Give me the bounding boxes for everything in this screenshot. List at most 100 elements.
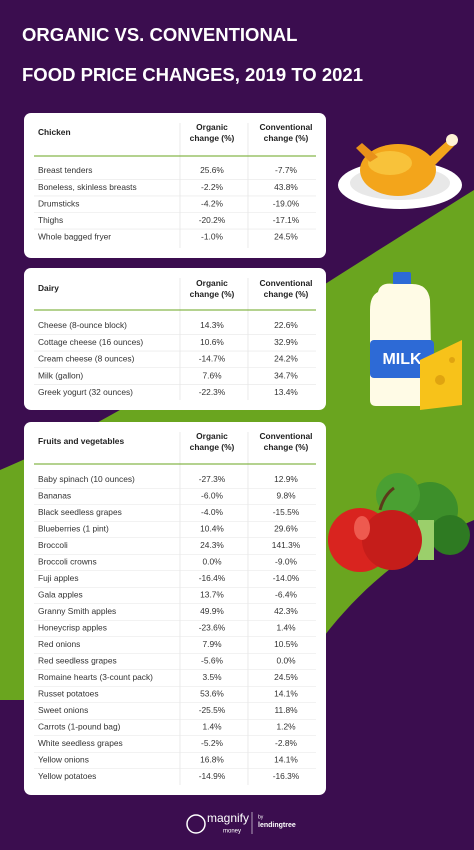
produce-illustration bbox=[328, 473, 470, 572]
organic-change: 3.5% bbox=[202, 672, 222, 682]
table-title: Dairy bbox=[38, 283, 59, 293]
conventional-change: -2.8% bbox=[275, 738, 297, 748]
row-label: Milk (gallon) bbox=[38, 370, 83, 380]
conventional-change: 141.3% bbox=[272, 540, 301, 550]
organic-change: -14.7% bbox=[199, 354, 226, 364]
column-header: change (%) bbox=[190, 442, 235, 452]
table-title: Chicken bbox=[38, 127, 71, 137]
conventional-change: -17.1% bbox=[273, 215, 300, 225]
title-line: FOOD PRICE CHANGES, 2019 TO 2021 bbox=[22, 64, 363, 85]
column-header: Conventional bbox=[259, 431, 312, 441]
brand-name: magnify bbox=[207, 811, 249, 825]
row-label: Honeycrisp apples bbox=[38, 623, 107, 633]
conventional-change: 34.7% bbox=[274, 370, 298, 380]
conventional-change: 1.2% bbox=[276, 722, 296, 732]
row-label: Russet potatoes bbox=[38, 689, 99, 699]
column-header: Organic bbox=[196, 278, 228, 288]
partner-name: lendingtree bbox=[258, 822, 296, 829]
organic-change: -4.2% bbox=[201, 198, 223, 208]
organic-change: 49.9% bbox=[200, 606, 224, 616]
organic-change: -5.6% bbox=[201, 656, 223, 666]
column-header: change (%) bbox=[264, 442, 309, 452]
column-header: Organic bbox=[196, 122, 228, 132]
conventional-change: 0.0% bbox=[276, 656, 296, 666]
row-label: Broccoli crowns bbox=[38, 557, 97, 567]
row-label: Red seedless grapes bbox=[38, 656, 117, 666]
row-label: Gala apples bbox=[38, 590, 83, 600]
organic-change: 25.6% bbox=[200, 165, 224, 175]
conventional-change: 32.9% bbox=[274, 337, 298, 347]
organic-change: 10.4% bbox=[200, 524, 224, 534]
row-label: Boneless, skinless breasts bbox=[38, 182, 137, 192]
conventional-change: -19.0% bbox=[273, 198, 300, 208]
organic-change: 0.0% bbox=[202, 557, 222, 567]
column-header: Conventional bbox=[259, 122, 312, 132]
footer-logo: magnify money by lendingtree bbox=[186, 811, 296, 835]
conventional-change: 29.6% bbox=[274, 524, 298, 534]
organic-change: -4.0% bbox=[201, 507, 223, 517]
conventional-change: -15.5% bbox=[273, 507, 300, 517]
column-header: change (%) bbox=[264, 289, 309, 299]
column-header: change (%) bbox=[264, 133, 309, 143]
conventional-change: 43.8% bbox=[274, 182, 298, 192]
row-label: Granny Smith apples bbox=[38, 606, 116, 616]
brand-name: money bbox=[223, 829, 241, 835]
organic-change: 7.6% bbox=[202, 370, 222, 380]
chicken-illustration bbox=[338, 134, 462, 209]
organic-change: 7.9% bbox=[202, 639, 222, 649]
conventional-change: 24.5% bbox=[274, 672, 298, 682]
conventional-change: 12.9% bbox=[274, 474, 298, 484]
conventional-change: -7.7% bbox=[275, 165, 297, 175]
row-label: Yellow onions bbox=[38, 755, 89, 765]
row-label: Sweet onions bbox=[38, 705, 88, 715]
milk-illustration: MILK bbox=[370, 272, 462, 410]
organic-change: 24.3% bbox=[200, 540, 224, 550]
milk-label: MILK bbox=[382, 351, 422, 368]
conventional-change: 24.5% bbox=[274, 232, 298, 242]
row-label: Broccoli bbox=[38, 540, 68, 550]
organic-change: -5.2% bbox=[201, 738, 223, 748]
organic-change: -25.5% bbox=[199, 705, 226, 715]
row-label: Cream cheese (8 ounces) bbox=[38, 354, 135, 364]
organic-change: -20.2% bbox=[199, 215, 226, 225]
conventional-change: 42.3% bbox=[274, 606, 298, 616]
conventional-change: -14.0% bbox=[273, 573, 300, 583]
organic-change: 14.3% bbox=[200, 320, 224, 330]
row-label: Cheese (8-ounce block) bbox=[38, 320, 127, 330]
table-card bbox=[24, 113, 326, 258]
organic-change: 13.7% bbox=[200, 590, 224, 600]
title-line: ORGANIC VS. CONVENTIONAL bbox=[22, 24, 297, 45]
row-label: Whole bagged fryer bbox=[38, 232, 111, 242]
column-header: Organic bbox=[196, 431, 228, 441]
row-label: Black seedless grapes bbox=[38, 507, 122, 517]
organic-change: -2.2% bbox=[201, 182, 223, 192]
conventional-change: 22.6% bbox=[274, 320, 298, 330]
row-label: White seedless grapes bbox=[38, 738, 123, 748]
conventional-change: 14.1% bbox=[274, 755, 298, 765]
row-label: Yellow potatoes bbox=[38, 771, 96, 781]
table-card bbox=[24, 268, 326, 410]
conventional-change: 1.4% bbox=[276, 623, 296, 633]
conventional-change: 10.5% bbox=[274, 639, 298, 649]
organic-change: 1.4% bbox=[202, 722, 222, 732]
column-header: Conventional bbox=[259, 278, 312, 288]
organic-change: -14.9% bbox=[199, 771, 226, 781]
by-label: by bbox=[258, 814, 264, 820]
conventional-change: 13.4% bbox=[274, 387, 298, 397]
row-label: Thighs bbox=[38, 215, 63, 225]
organic-change: -16.4% bbox=[199, 573, 226, 583]
organic-change: -6.0% bbox=[201, 491, 223, 501]
table-card bbox=[24, 422, 326, 795]
column-header: change (%) bbox=[190, 133, 235, 143]
row-label: Blueberries (1 pint) bbox=[38, 524, 109, 534]
row-label: Red onions bbox=[38, 639, 80, 649]
organic-change: -22.3% bbox=[199, 387, 226, 397]
row-label: Romaine hearts (3-count pack) bbox=[38, 672, 153, 682]
conventional-change: 9.8% bbox=[276, 491, 296, 501]
row-label: Bananas bbox=[38, 491, 71, 501]
row-label: Greek yogurt (32 ounces) bbox=[38, 387, 133, 397]
conventional-change: 14.1% bbox=[274, 689, 298, 699]
row-label: Drumsticks bbox=[38, 198, 79, 208]
conventional-change: 11.8% bbox=[274, 705, 298, 715]
